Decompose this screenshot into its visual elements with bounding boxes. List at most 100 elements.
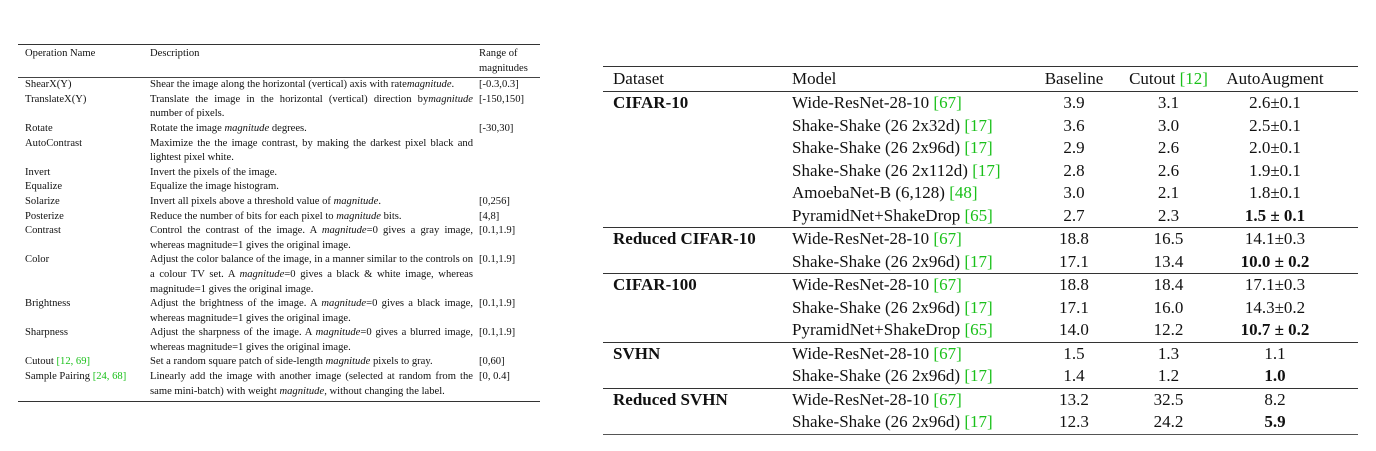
model-name: Shake-Shake (26 2x96d) [792, 138, 961, 157]
operation-description: Equalize the image histogram. [150, 180, 473, 195]
description-end: pixels to gray. [370, 356, 433, 368]
header-autoaugment: AutoAugment [1226, 69, 1324, 88]
operations-header-row: Operation Name Description Range of magn… [18, 45, 540, 77]
autoaugment-cell: 5.9 [1264, 412, 1286, 431]
model-name: Wide-ResNet-28-10 [792, 389, 930, 409]
cutout-cell: 3.0 [1157, 115, 1180, 135]
operation-name: TranslateX(Y) [18, 93, 150, 122]
autoaugment-cell: 1.5 ± 0.1 [1244, 205, 1306, 225]
description-italic: magnitude [428, 93, 473, 105]
model-cell: PyramidNet+ShakeDrop [65] [782, 319, 1025, 342]
citation-link[interactable]: [67] [933, 93, 962, 112]
operations-table: Operation Name Description Range of magn… [18, 44, 540, 403]
description-italic: magnitude [321, 225, 367, 237]
description-italic: magnitude [224, 122, 270, 134]
model-name: Shake-Shake (26 2x96d) [792, 251, 961, 271]
cutout-cell: 32.5 [1153, 389, 1184, 409]
description-italic: magnitude [333, 195, 379, 207]
operation-description: Control the contrast of the image. A mag… [150, 224, 473, 253]
citation-link[interactable]: [67] [933, 275, 962, 294]
operation-description: Adjust the sharpness of the image. A mag… [150, 326, 473, 355]
operation-description: Set a random square patch of side-length… [150, 355, 473, 370]
result-row: PyramidNet+ShakeDrop [65] 14.0 12.2 10.7 ± … [603, 319, 1358, 342]
header-cutout-ref[interactable]: [12] [1179, 69, 1208, 88]
citation-link[interactable]: [17] [964, 297, 993, 317]
citation-link[interactable]: [17] [964, 251, 993, 271]
cutout-cell: 24.2 [1153, 412, 1184, 431]
description-text: Invert the pixels of the image. [150, 166, 278, 178]
result-row: Shake-Shake (26 2x96d) [17] 17.1 13.4 10.0 … [603, 251, 1358, 274]
citation-link[interactable]: [17] [964, 412, 993, 431]
description-text: Translate the image in the horizontal (v… [150, 93, 429, 105]
operation-name: Rotate [18, 122, 150, 137]
citation-link[interactable]: [67] [933, 343, 962, 363]
result-row: Shake-Shake (26 2x96d) [17] 12.3 24.2 5.9 [603, 411, 1358, 434]
header-description: Description [150, 48, 200, 59]
citation-link[interactable]: [67] [933, 389, 962, 409]
operation-description: Shear the image along the horizontal (ve… [150, 78, 473, 93]
dataset-cell: SVHN [613, 343, 661, 363]
operation-row: Posterize Reduce the number of bits for e… [18, 210, 540, 225]
baseline-cell: 3.6 [1063, 115, 1085, 135]
baseline-cell: 3.9 [1063, 93, 1085, 112]
operation-name: ShearX(Y) [18, 78, 150, 93]
operation-description: Linearly add the image with another imag… [150, 370, 473, 399]
dataset-cell: Reduced SVHN [613, 389, 728, 409]
citation-link[interactable]: [17] [972, 160, 1001, 180]
cutout-cell: 2.3 [1157, 205, 1180, 225]
operation-row: Contrast Control the contrast of the imag… [18, 224, 540, 253]
description-text: Maximize the the image contrast, by maki… [150, 137, 473, 164]
citation-link[interactable]: [65] [964, 205, 993, 225]
baseline-cell: 14.0 [1059, 320, 1089, 339]
description-text: Adjust the color balance of the image, i… [150, 254, 473, 280]
cutout-cell: 13.4 [1153, 251, 1184, 271]
model-cell: Wide-ResNet-28-10 [67] [782, 228, 1025, 251]
operation-range: [0, 0.4] [479, 371, 510, 383]
dataset-cell [603, 115, 782, 138]
operation-row: Invert Invert the pixels of the image. [18, 166, 540, 181]
dataset-cell [603, 365, 782, 388]
cutout-cell: 2.6 [1157, 138, 1180, 157]
dataset-cell: CIFAR-10 [613, 93, 689, 112]
header-baseline: Baseline [1044, 69, 1104, 88]
bottom-rule [18, 401, 540, 403]
description-text: Reduce the number of bits for each pixel… [150, 210, 337, 222]
baseline-cell: 1.4 [1063, 366, 1085, 385]
operation-description: Maximize the the image contrast, by maki… [150, 137, 473, 166]
operation-name: Sample Pairing [24, 68] [18, 370, 150, 399]
citation-link[interactable]: [17] [964, 115, 993, 135]
cutout-cell: 18.4 [1153, 275, 1184, 294]
model-cell: Wide-ResNet-28-10 [67] [782, 389, 1025, 412]
operations-body: ShearX(Y) Shear the image along the horiz… [18, 78, 540, 401]
operation-name: Invert [18, 166, 150, 181]
description-end: =0 gives a black image, whereas magnitud… [150, 298, 473, 324]
operation-name-text: Cutout [25, 356, 54, 368]
model-name: PyramidNet+ShakeDrop [792, 320, 961, 339]
citation-link[interactable]: [48] [949, 183, 978, 202]
operation-name: AutoContrast [18, 137, 150, 166]
citation-link[interactable]: [24, 68] [92, 371, 127, 383]
citation-link[interactable]: [17] [964, 138, 993, 157]
operation-range: [0.1,1.9] [479, 254, 516, 266]
model-cell: Shake-Shake (26 2x96d) [17] [782, 137, 1025, 160]
autoaugment-cell: 1.9±0.1 [1249, 160, 1301, 180]
citation-link[interactable]: [67] [933, 229, 962, 248]
operation-name-text: Contrast [25, 225, 61, 237]
description-end: number of pixels. [150, 108, 225, 120]
header-cutout-label: Cutout [1129, 69, 1176, 88]
baseline-cell: 2.9 [1063, 138, 1085, 157]
description-end: =0 gives a gray image, whereas magnitude… [150, 225, 473, 251]
model-name: Shake-Shake (26 2x112d) [792, 160, 968, 180]
cutout-cell: 16.0 [1153, 297, 1184, 317]
operation-row: TranslateX(Y) Translate the image in the … [18, 93, 540, 122]
operation-name-text: Posterize [25, 210, 64, 222]
dataset-cell: Reduced CIFAR-10 [613, 229, 756, 248]
model-cell: Wide-ResNet-28-10 [67] [782, 274, 1025, 297]
description-end: degrees. [269, 122, 307, 134]
operation-range: [-150,150] [479, 93, 525, 105]
description-end: bits. [380, 210, 402, 222]
citation-link[interactable]: [65] [964, 320, 993, 339]
citation-link[interactable]: [17] [964, 366, 993, 385]
citation-link[interactable]: [12, 69] [56, 356, 91, 368]
operation-name-text: Equalize [25, 181, 63, 193]
